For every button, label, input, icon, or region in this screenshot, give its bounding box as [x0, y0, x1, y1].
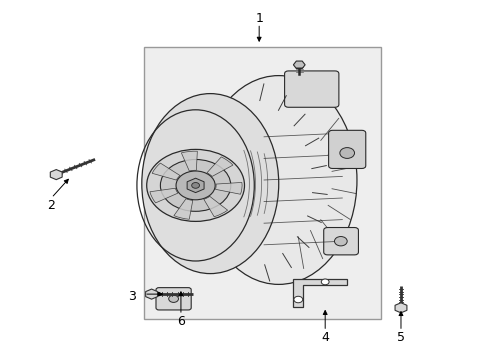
Text: 5: 5 [396, 331, 404, 344]
Text: 1: 1 [255, 12, 263, 24]
Polygon shape [394, 303, 406, 313]
Wedge shape [152, 163, 180, 180]
Text: 6: 6 [177, 315, 184, 328]
Circle shape [146, 149, 244, 221]
Circle shape [160, 159, 230, 211]
Circle shape [168, 295, 178, 302]
Ellipse shape [142, 94, 278, 274]
Wedge shape [150, 188, 178, 203]
Polygon shape [187, 178, 203, 193]
FancyBboxPatch shape [284, 71, 338, 107]
FancyBboxPatch shape [328, 130, 365, 168]
Circle shape [176, 171, 215, 200]
Text: 4: 4 [321, 331, 328, 344]
Wedge shape [206, 157, 232, 176]
Ellipse shape [200, 76, 356, 284]
Wedge shape [181, 151, 197, 171]
Circle shape [293, 296, 302, 303]
Circle shape [334, 237, 346, 246]
Wedge shape [215, 183, 242, 194]
Text: 3: 3 [128, 291, 136, 303]
Text: 2: 2 [47, 199, 55, 212]
Circle shape [191, 183, 199, 188]
FancyBboxPatch shape [323, 228, 358, 255]
Circle shape [321, 279, 328, 285]
Wedge shape [174, 199, 192, 219]
FancyBboxPatch shape [156, 288, 191, 310]
Polygon shape [50, 170, 62, 180]
Circle shape [339, 148, 354, 158]
Polygon shape [293, 279, 346, 307]
Wedge shape [203, 196, 227, 217]
Bar [144, 47, 381, 319]
Polygon shape [145, 289, 157, 299]
Polygon shape [293, 61, 305, 68]
